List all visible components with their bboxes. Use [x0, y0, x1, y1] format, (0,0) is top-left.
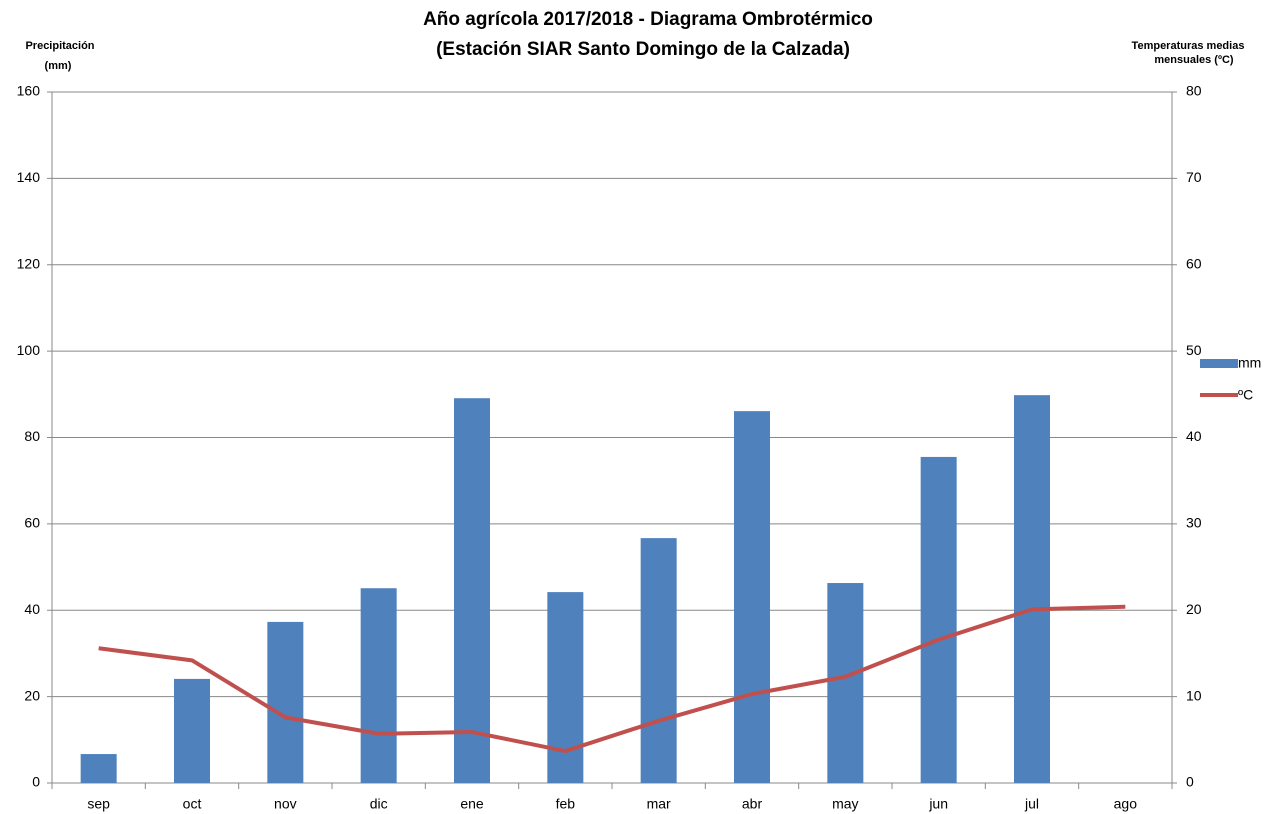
bar	[734, 411, 770, 783]
y2-axis-label: Temperaturas medias	[1132, 40, 1245, 52]
y2-tick-label: 10	[1186, 687, 1202, 703]
y-tick-label: 0	[32, 774, 40, 790]
x-tick-label: oct	[183, 796, 202, 812]
y2-tick-label: 70	[1186, 169, 1202, 185]
x-tick-label: abr	[742, 796, 763, 812]
y2-axis-label: mensuales (ºC)	[1154, 54, 1234, 66]
bar	[80, 754, 117, 783]
legend-swatch	[1200, 359, 1238, 368]
y-tick-label: 80	[24, 428, 40, 444]
legend-label: ºC	[1238, 387, 1253, 403]
y2-tick-label: 40	[1186, 428, 1202, 444]
chart-title: Año agrícola 2017/2018 - Diagrama Ombrot…	[423, 9, 873, 30]
bar	[267, 621, 304, 783]
y2-tick-label: 0	[1186, 774, 1194, 790]
bar	[640, 538, 677, 783]
x-tick-label: ago	[1114, 796, 1138, 812]
bar	[454, 398, 490, 783]
x-tick-label: ene	[460, 796, 484, 812]
y2-tick-label: 80	[1186, 83, 1202, 99]
x-tick-label: feb	[556, 796, 576, 812]
x-tick-label: jul	[1024, 796, 1039, 812]
bar	[1014, 395, 1050, 783]
x-tick-label: jun	[928, 796, 948, 812]
legend-label: mm	[1238, 355, 1261, 371]
y-tick-label: 140	[17, 169, 41, 185]
y2-tick-label: 50	[1186, 342, 1202, 358]
y2-tick-label: 30	[1186, 515, 1202, 531]
x-tick-label: may	[832, 796, 858, 812]
chart-subtitle: (Estación SIAR Santo Domingo de la Calza…	[436, 39, 850, 60]
bar	[174, 678, 210, 783]
bar	[920, 456, 957, 783]
y-tick-label: 100	[17, 342, 41, 358]
line	[98, 604, 1126, 754]
bar	[827, 583, 864, 783]
y-tick-label: 20	[24, 687, 40, 703]
bar	[360, 588, 397, 783]
y-axis-label: Precipitación	[25, 40, 94, 52]
x-tick-label: dic	[370, 796, 388, 812]
y-tick-label: 160	[17, 83, 41, 99]
y-tick-label: 60	[24, 515, 40, 531]
x-tick-label: mar	[647, 796, 671, 812]
x-tick-label: sep	[87, 796, 110, 812]
y2-tick-label: 20	[1186, 601, 1202, 617]
y-tick-label: 120	[17, 255, 41, 271]
bar	[547, 592, 584, 783]
y-axis-label: (mm)	[45, 60, 72, 72]
x-tick-label: nov	[274, 796, 297, 812]
y-tick-label: 40	[24, 601, 40, 617]
y2-tick-label: 60	[1186, 255, 1202, 271]
